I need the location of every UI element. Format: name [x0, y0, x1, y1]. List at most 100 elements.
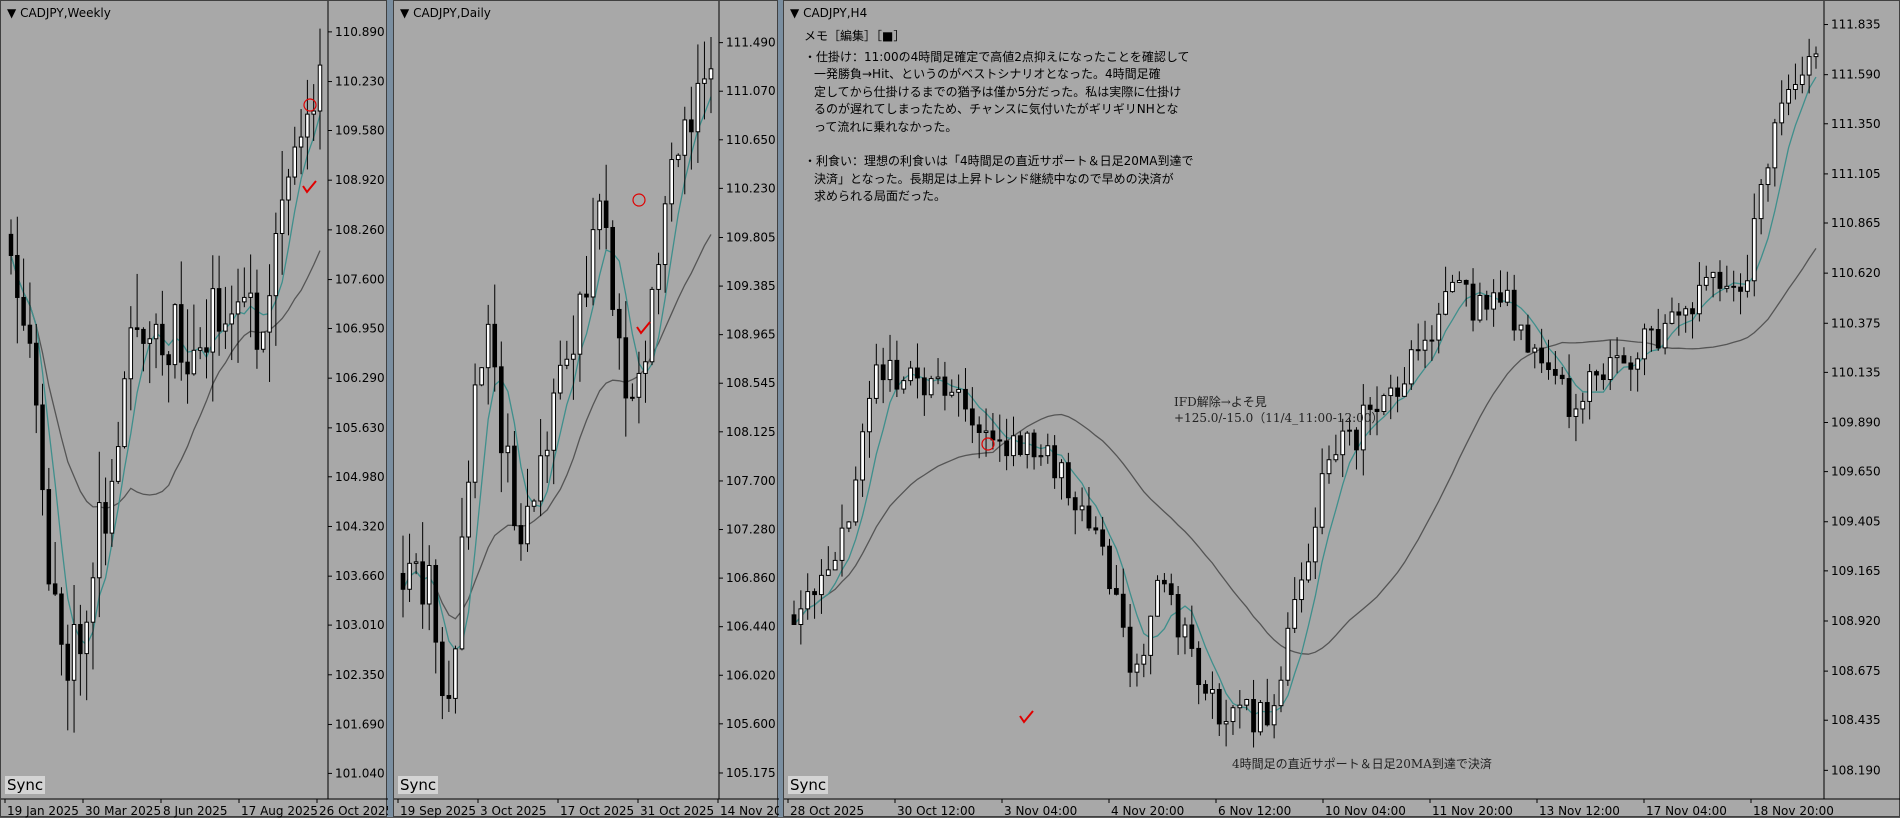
candle — [1642, 323, 1647, 376]
candle — [942, 361, 948, 411]
candle — [584, 255, 589, 307]
candle — [466, 460, 471, 550]
sync-label[interactable]: Sync — [5, 776, 46, 794]
candle-body — [963, 388, 968, 410]
candle-body — [305, 113, 310, 138]
candle — [557, 340, 563, 400]
weekly-chart-panel[interactable]: 110.890 110.230 109.580 108.920 108.260 107.6… — [0, 0, 388, 818]
candle — [191, 304, 197, 376]
candle-body — [1813, 53, 1819, 58]
daily-chart-panel[interactable]: 111.490 111.070 110.650 110.230 109.805 109.3… — [393, 0, 779, 818]
candle-body — [1642, 328, 1647, 360]
candle — [40, 383, 45, 516]
candle — [1182, 617, 1188, 655]
y-tick-label: 108.260 — [335, 223, 385, 237]
candle — [298, 109, 304, 175]
candle — [248, 254, 253, 338]
candle-body — [969, 408, 975, 426]
candle-body — [590, 229, 596, 298]
candle — [1573, 393, 1579, 442]
ifd-annotation-line: +125.0/-15.0（11/4_11:00-12:00） — [1174, 411, 1384, 425]
candle-body — [1738, 286, 1743, 292]
weekly-chart[interactable]: 110.890 110.230 109.580 108.920 108.260 107.6… — [1, 1, 388, 818]
y-tick-label: 111.835 — [1831, 18, 1881, 32]
candle-body — [1594, 371, 1599, 376]
candle-body — [584, 293, 589, 298]
candle-body — [597, 200, 602, 231]
candle-body — [1052, 445, 1058, 479]
candle — [1635, 352, 1641, 392]
candle — [853, 466, 859, 526]
candle — [1168, 573, 1174, 606]
candle — [498, 341, 504, 493]
candle-body — [551, 392, 557, 451]
candle-body — [27, 324, 33, 344]
ma-slow-line — [402, 234, 712, 620]
candle — [1347, 417, 1352, 446]
y-tick-label: 110.620 — [1831, 266, 1881, 280]
candle — [446, 660, 452, 713]
candle-body — [1614, 355, 1620, 359]
candle — [1175, 585, 1181, 655]
dropdown-arrow-icon[interactable]: ▼ — [790, 6, 800, 20]
candle — [273, 212, 279, 346]
candle — [292, 126, 298, 185]
candle-body — [538, 455, 543, 502]
x-tick-label: 3 Oct 2025 — [480, 804, 547, 818]
candle-body — [976, 424, 982, 433]
candle — [1162, 573, 1167, 593]
candle-body — [853, 479, 859, 523]
y-tick-label: 108.920 — [335, 173, 385, 187]
candle — [531, 498, 537, 512]
candle — [1134, 653, 1140, 687]
candle-body — [166, 354, 171, 366]
daily-chart[interactable]: 111.490 111.070 110.650 110.230 109.805 109.3… — [394, 1, 779, 818]
candle-body — [1655, 329, 1661, 349]
candle-body — [682, 119, 688, 156]
candle-body — [1367, 404, 1373, 410]
candle — [997, 414, 1003, 462]
dropdown-arrow-icon[interactable]: ▼ — [400, 6, 410, 20]
candle-body — [702, 78, 707, 84]
candle — [267, 264, 272, 382]
candle — [311, 84, 316, 141]
memo-box: メモ［編集］［■］ ・仕掛け：11:00の4時間足確定で高値2点抑えになったこと… — [804, 28, 1193, 206]
candle-body — [643, 361, 648, 374]
candle-body — [479, 367, 484, 386]
h4-chart-panel[interactable]: 111.835 111.590 111.350 111.105 110.865 110.6… — [783, 0, 1900, 818]
candle — [223, 286, 228, 349]
dropdown-arrow-icon[interactable]: ▼ — [7, 6, 17, 20]
candle — [1799, 56, 1805, 94]
x-tick-label: 19 Jan 2025 — [7, 804, 79, 818]
candle — [453, 645, 458, 714]
candle-body — [1463, 279, 1469, 285]
candle-body — [466, 481, 471, 538]
y-tick-label: 108.125 — [726, 425, 776, 439]
candle — [956, 374, 962, 417]
candle — [134, 273, 140, 338]
candle-body — [498, 366, 504, 454]
x-tick-label: 4 Nov 20:00 — [1111, 804, 1184, 818]
sync-label[interactable]: Sync — [788, 776, 829, 794]
memo-header[interactable]: メモ［編集］［■］ — [804, 29, 906, 43]
candle — [518, 503, 524, 561]
candle — [1011, 416, 1016, 467]
candle — [1484, 290, 1490, 321]
candle-body — [1491, 292, 1497, 310]
candle-body — [1354, 429, 1359, 451]
candle — [1422, 320, 1428, 368]
candle-body — [1182, 624, 1188, 638]
h4-chart[interactable]: 111.835 111.590 111.350 111.105 110.865 110.6… — [784, 1, 1900, 818]
candle — [1004, 418, 1010, 471]
candle-body — [649, 288, 655, 363]
candle — [1477, 282, 1483, 323]
y-tick-label: 109.385 — [726, 279, 776, 293]
candle-body — [1017, 435, 1023, 455]
candle — [472, 363, 478, 499]
sync-label[interactable]: Sync — [398, 776, 439, 794]
candle-body — [1450, 281, 1455, 293]
candle — [216, 255, 222, 356]
candle — [153, 313, 159, 369]
candle-body — [1175, 594, 1181, 638]
candle-body — [505, 445, 511, 454]
